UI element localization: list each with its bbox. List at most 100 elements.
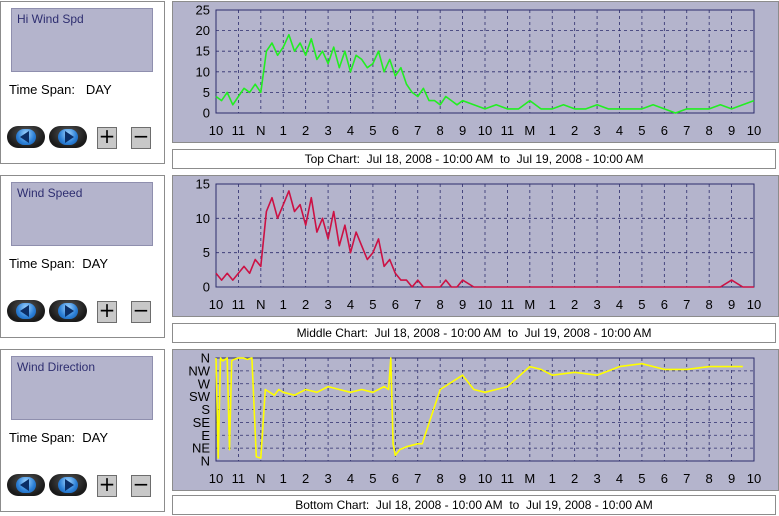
y-tick-label: SE xyxy=(193,415,211,430)
x-tick-label: 1 xyxy=(280,123,287,138)
x-tick-label: 6 xyxy=(661,471,668,486)
x-tick-label: 2 xyxy=(302,297,309,312)
time-span: Time Span: DAY xyxy=(9,430,108,445)
series-line-top xyxy=(215,33,755,114)
x-tick-label: M xyxy=(524,123,535,138)
x-tick-label: 5 xyxy=(638,297,645,312)
zoom-out-button[interactable]: − xyxy=(131,472,151,497)
y-tick-label: 0 xyxy=(203,280,210,295)
x-tick-label: 7 xyxy=(414,123,421,138)
x-tick-label: 10 xyxy=(747,471,761,486)
x-tick-label: 6 xyxy=(661,297,668,312)
x-tick-label: 4 xyxy=(347,297,354,312)
parameter-selector[interactable]: Wind Speed xyxy=(11,182,153,246)
x-tick-label: 3 xyxy=(593,471,600,486)
parameter-selector[interactable]: Hi Wind Spd xyxy=(11,8,153,72)
x-tick-label: 4 xyxy=(616,123,623,138)
y-tick-label: N xyxy=(201,351,210,366)
next-button[interactable] xyxy=(49,126,87,148)
zoom-out-button[interactable]: − xyxy=(131,124,151,149)
x-tick-label: 7 xyxy=(683,123,690,138)
x-tick-label: 10 xyxy=(478,297,492,312)
next-button[interactable] xyxy=(49,474,87,496)
y-tick-label: 5 xyxy=(203,85,210,100)
x-tick-label: 2 xyxy=(571,123,578,138)
chart-bottom: 10 11 N 1 2 3 4 5 6 7 8 9 10 11 M 1 2 3 4 5 6 7 8 9 10 N NE E SE S SW W… xyxy=(172,349,779,491)
y-tick-label: SW xyxy=(189,389,211,404)
y-tick-label: 15 xyxy=(196,177,210,192)
zoom-in-button[interactable]: + xyxy=(97,298,117,323)
x-tick-label: 11 xyxy=(501,471,514,486)
y-tick-label: 15 xyxy=(196,44,210,59)
time-span-value: DAY xyxy=(82,430,108,445)
x-tick-label: 7 xyxy=(683,471,690,486)
x-tick-label: 9 xyxy=(459,471,466,486)
x-tick-label: 3 xyxy=(593,297,600,312)
x-tick-label: 8 xyxy=(706,123,713,138)
prev-button[interactable] xyxy=(7,126,45,148)
x-tick-label: 6 xyxy=(392,297,399,312)
series-line-bottom xyxy=(215,357,743,459)
control-panel-top: Hi Wind Spd Time Span: DAY + − xyxy=(0,1,165,164)
y-tick-label: 20 xyxy=(196,23,210,38)
y-tick-label: 5 xyxy=(203,245,210,260)
x-tick-label: 11 xyxy=(501,123,514,138)
x-tick-label: 2 xyxy=(302,471,309,486)
time-span: Time Span: DAY xyxy=(9,82,112,97)
x-tick-label: 1 xyxy=(549,297,556,312)
time-span: Time Span: DAY xyxy=(9,256,108,271)
x-tick-label: 4 xyxy=(616,297,623,312)
x-tick-label: 5 xyxy=(369,471,376,486)
x-tick-label: 10 xyxy=(747,123,761,138)
y-tick-label: 10 xyxy=(196,64,210,79)
time-span-label: Time Span: xyxy=(9,82,75,97)
x-tick-label: 10 xyxy=(209,297,223,312)
x-tick-label: 8 xyxy=(706,471,713,486)
x-tick-label: 2 xyxy=(302,123,309,138)
y-tick-label: E xyxy=(201,428,210,443)
y-tick-label: W xyxy=(198,376,211,391)
x-tick-label: 8 xyxy=(437,471,444,486)
x-tick-label: 7 xyxy=(414,471,421,486)
x-tick-label: 7 xyxy=(683,297,690,312)
control-panel-bottom: Wind Direction Time Span: DAY + − xyxy=(0,349,165,512)
x-tick-label: 10 xyxy=(209,471,223,486)
plot-frame xyxy=(215,9,755,114)
parameter-selector[interactable]: Wind Direction xyxy=(11,356,153,420)
zoom-in-button[interactable]: + xyxy=(97,472,117,497)
chart-middle-caption: Middle Chart: Jul 18, 2008 - 10:00 AM to… xyxy=(172,323,776,343)
x-tick-label: 4 xyxy=(616,471,623,486)
x-tick-label: M xyxy=(524,471,535,486)
x-tick-label: 8 xyxy=(437,297,444,312)
x-tick-label: 1 xyxy=(280,471,287,486)
x-tick-label: N xyxy=(256,471,265,486)
prev-button[interactable] xyxy=(7,300,45,322)
x-tick-label: 10 xyxy=(747,297,761,312)
plot-frame xyxy=(215,183,755,288)
chart-top: 10 11 N 1 2 3 4 5 6 7 8 9 10 11 M 1 2 3 4 5 6 7 8 9 10 0 5 10 15 20 25 xyxy=(172,1,779,143)
y-tick-label: 0 xyxy=(203,106,210,121)
x-tick-label: 10 xyxy=(478,123,492,138)
x-tick-label: 9 xyxy=(728,471,735,486)
x-tick-label: 3 xyxy=(324,123,331,138)
x-tick-label: 9 xyxy=(728,123,735,138)
x-tick-label: N xyxy=(256,297,265,312)
x-tick-label: 11 xyxy=(501,297,514,312)
x-tick-label: 7 xyxy=(414,297,421,312)
prev-button[interactable] xyxy=(7,474,45,496)
y-tick-label: NW xyxy=(188,363,210,378)
zoom-out-button[interactable]: − xyxy=(131,298,151,323)
y-tick-label: N xyxy=(201,454,210,469)
x-tick-label: 6 xyxy=(392,123,399,138)
chart-bottom-caption: Bottom Chart: Jul 18, 2008 - 10:00 AM to… xyxy=(172,495,776,515)
control-panel-middle: Wind Speed Time Span: DAY + − xyxy=(0,175,165,338)
x-tick-label: 11 xyxy=(232,297,246,312)
x-tick-label: 9 xyxy=(459,297,466,312)
x-tick-label: 1 xyxy=(549,471,556,486)
next-button[interactable] xyxy=(49,300,87,322)
chart-middle: 10 11 N 1 2 3 4 5 6 7 8 9 10 11 M 1 2 3 4 5 6 7 8 9 10 0 5 10 15 xyxy=(172,175,779,317)
x-tick-label: 3 xyxy=(324,471,331,486)
zoom-in-button[interactable]: + xyxy=(97,124,117,149)
